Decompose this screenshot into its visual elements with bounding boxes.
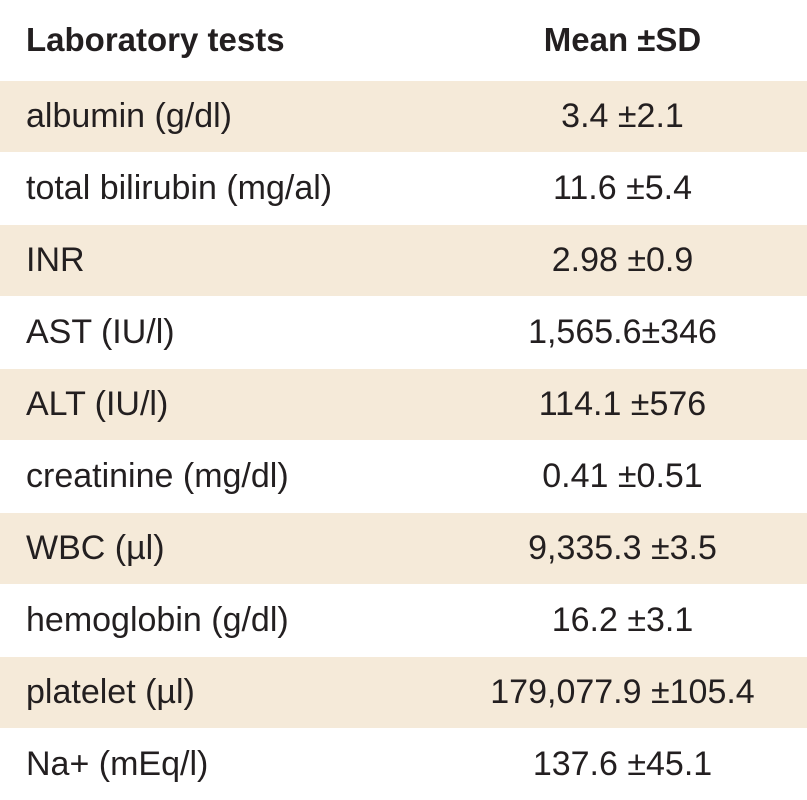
test-name: albumin (g/dl) xyxy=(26,97,232,135)
test-value: 1,565.6±346 xyxy=(528,313,717,351)
test-value: 179,077.9 ±105.4 xyxy=(490,673,755,711)
test-value: 0.41 ±0.51 xyxy=(542,457,703,495)
table-row: WBC (µl) 9,335.3 ±3.5 xyxy=(0,512,807,584)
test-value: 9,335.3 ±3.5 xyxy=(528,529,717,567)
table-row: hemoglobin (g/dl) 16.2 ±3.1 xyxy=(0,584,807,656)
test-name: creatinine (mg/dl) xyxy=(26,457,289,495)
test-name: hemoglobin (g/dl) xyxy=(26,601,289,639)
table-row: INR 2.98 ±0.9 xyxy=(0,224,807,296)
header-mean-sd: Mean ±SD xyxy=(438,0,807,80)
test-name: total bilirubin (mg/al) xyxy=(26,169,333,207)
test-name: platelet (µl) xyxy=(26,673,195,711)
header-row: Laboratory tests Mean ±SD xyxy=(0,0,807,80)
test-value: 16.2 ±3.1 xyxy=(551,601,694,639)
table-row: AST (IU/l) 1,565.6±346 xyxy=(0,296,807,368)
table-row: total bilirubin (mg/al) 11.6 ±5.4 xyxy=(0,152,807,224)
table-row: Na+ (mEq/l) 137.6 ±45.1 xyxy=(0,728,807,800)
test-name: AST (IU/l) xyxy=(26,313,175,351)
table-row: platelet (µl) 179,077.9 ±105.4 xyxy=(0,656,807,728)
test-name: INR xyxy=(26,241,85,279)
test-value: 11.6 ±5.4 xyxy=(552,169,693,207)
test-name: WBC (µl) xyxy=(26,529,165,567)
table-row: albumin (g/dl) 3.4 ±2.1 xyxy=(0,80,807,152)
test-value: 114.1 ±576 xyxy=(538,385,707,423)
test-value: 137.6 ±45.1 xyxy=(532,745,713,784)
test-name: Na+ (mEq/l) xyxy=(26,745,209,784)
header-laboratory-tests: Laboratory tests xyxy=(0,0,438,80)
table-row: creatinine (mg/dl) 0.41 ±0.51 xyxy=(0,440,807,512)
table-row: ALT (IU/l) 114.1 ±576 xyxy=(0,368,807,440)
test-name: ALT (IU/l) xyxy=(26,385,169,423)
test-value: 3.4 ±2.1 xyxy=(561,97,684,135)
test-value: 2.98 ±0.9 xyxy=(551,241,694,279)
